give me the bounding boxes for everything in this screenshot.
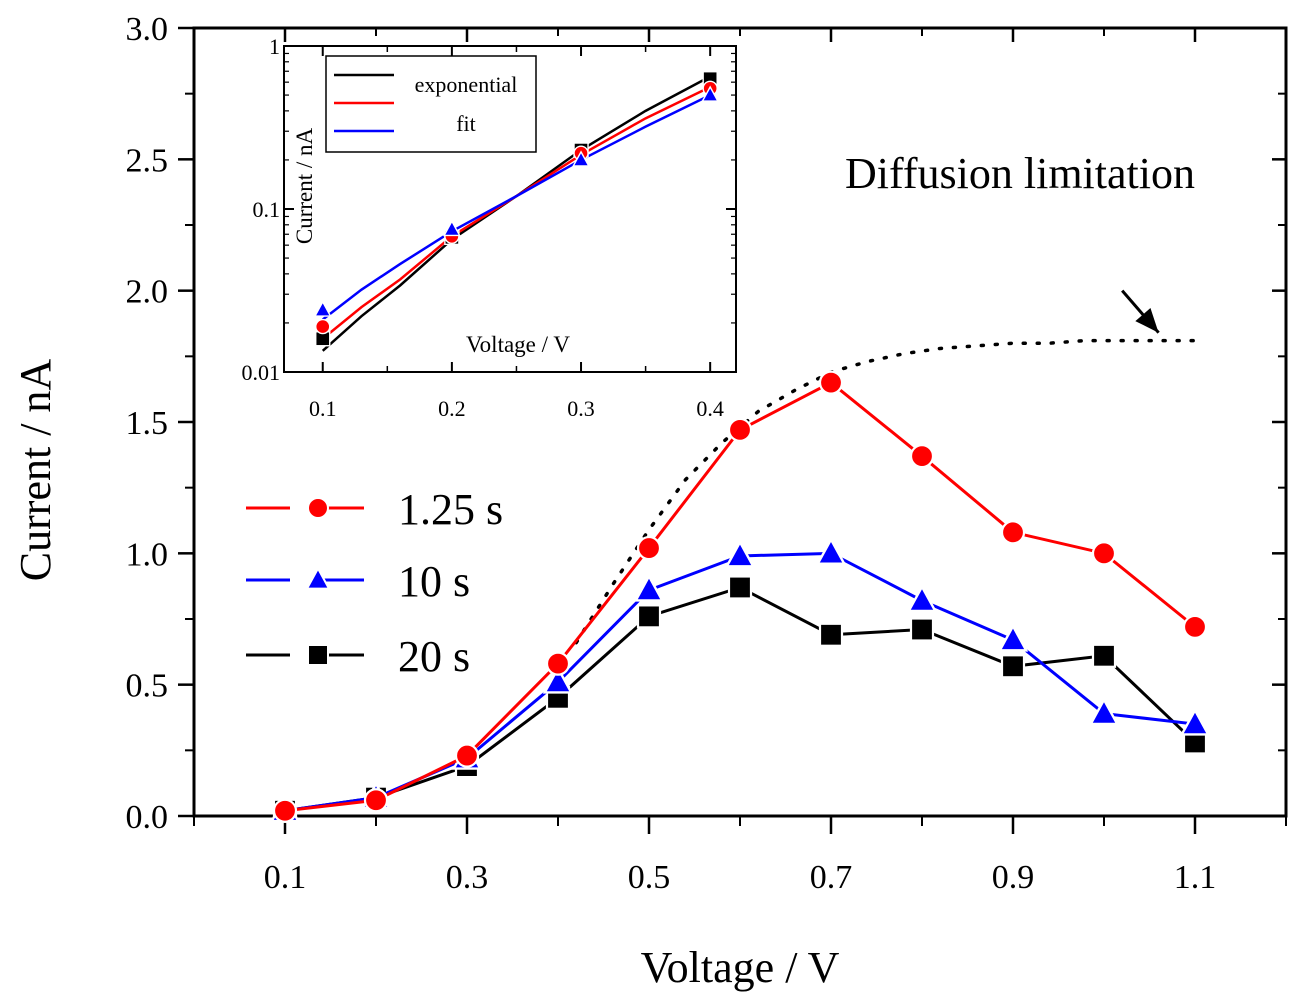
- y-tick-label: 2.5: [126, 142, 169, 179]
- data-point: [1000, 654, 1026, 679]
- data-point: [909, 617, 935, 642]
- data-point: [272, 798, 298, 823]
- data-point: [454, 743, 480, 768]
- data-point: [724, 539, 756, 568]
- arrow-head: [1135, 308, 1159, 333]
- legend-label: 10 s: [398, 557, 470, 606]
- x-tick-label: 0.7: [810, 859, 853, 896]
- y-tick-label: 2.0: [126, 274, 169, 311]
- data-point: [542, 665, 574, 694]
- inset-legend: exponential fit: [325, 55, 537, 153]
- y-tick-label: 1.0: [126, 536, 169, 573]
- main-data: [269, 370, 1211, 823]
- main-ticks: 0.1 0.3 0.5 0.7 0.9 1.1 0.0 0.5 1.0 1.5 2.0 2.5 3.0: [126, 11, 1287, 896]
- data-point: [906, 584, 938, 613]
- inset-data-point: [443, 219, 461, 237]
- main-legend: 1.25 s 10 s 20 s: [246, 485, 503, 681]
- data-point: [727, 575, 753, 600]
- inset-fit-curve: [321, 75, 711, 352]
- data-point: [1000, 520, 1026, 545]
- inset-fit-curve: [321, 93, 711, 321]
- inset-fit-curve: [321, 85, 711, 340]
- data-point: [818, 622, 844, 647]
- diffusion-curve: [574, 338, 1197, 645]
- y-tick-label: 3.0: [126, 11, 169, 48]
- data-point: [545, 651, 571, 676]
- diffusion-annotation: Diffusion limitation: [845, 149, 1195, 198]
- series-1-25-s: [272, 370, 1208, 823]
- data-point: [909, 444, 935, 469]
- inset-x-tick-label: 0.4: [696, 396, 724, 421]
- inset-legend-label: exponential: [415, 72, 518, 97]
- inset-x-tick-label: 0.1: [309, 396, 337, 421]
- inset-x-tick-label: 0.2: [438, 396, 466, 421]
- diffusion-curve-group: [574, 338, 1197, 645]
- main-ylabel: Current / nA: [11, 359, 60, 582]
- legend-marker: [305, 566, 331, 590]
- data-point: [1091, 643, 1117, 668]
- x-tick-label: 0.5: [628, 859, 671, 896]
- inset-y-tick-label: 1: [269, 34, 280, 59]
- legend-label: 20 s: [398, 632, 470, 681]
- data-point: [997, 623, 1029, 652]
- legend-marker: [307, 497, 329, 519]
- legend-marker: [307, 644, 329, 666]
- inset-chart: 0.1 0.2 0.3 0.4 0.01 0.1 1 Current / nA Voltage …: [242, 34, 737, 421]
- diffusion-arrow: [1121, 289, 1160, 334]
- y-tick-label: 0.5: [126, 668, 169, 705]
- inset-y-tick-label: 0.01: [242, 360, 281, 385]
- data-point: [633, 573, 665, 602]
- main-xlabel: Voltage / V: [641, 943, 840, 992]
- legend-entry: 10 s: [246, 557, 470, 606]
- inset-xlabel: Voltage / V: [466, 332, 570, 357]
- inset-data-point: [701, 85, 720, 102]
- inset-x-tick-label: 0.3: [567, 396, 595, 421]
- y-tick-label: 0.0: [126, 799, 169, 836]
- data-point: [1179, 707, 1211, 736]
- data-point: [1088, 697, 1120, 726]
- y-tick-label: 1.5: [126, 405, 169, 442]
- data-point: [1091, 541, 1117, 566]
- inset-data-point: [313, 300, 332, 317]
- data-point: [815, 537, 847, 565]
- data-point: [727, 417, 753, 442]
- legend-entry: 1.25 s: [246, 485, 503, 534]
- inset-data-point: [315, 318, 331, 335]
- data-point: [363, 788, 389, 813]
- legend-entry: 20 s: [246, 632, 470, 681]
- inset-legend-label: fit: [456, 111, 476, 136]
- x-tick-label: 1.1: [1174, 859, 1217, 896]
- data-point: [636, 535, 662, 561]
- x-tick-label: 0.3: [446, 859, 489, 896]
- data-point: [818, 370, 844, 395]
- data-point: [1182, 614, 1208, 639]
- legend-label: 1.25 s: [398, 485, 503, 534]
- x-tick-label: 0.1: [264, 859, 307, 896]
- x-tick-label: 0.9: [992, 859, 1035, 896]
- data-point: [636, 604, 662, 629]
- inset-y-tick-label: 0.1: [253, 197, 281, 222]
- inset-ylabel: Current / nA: [292, 127, 317, 244]
- inset-data-point: [572, 150, 590, 167]
